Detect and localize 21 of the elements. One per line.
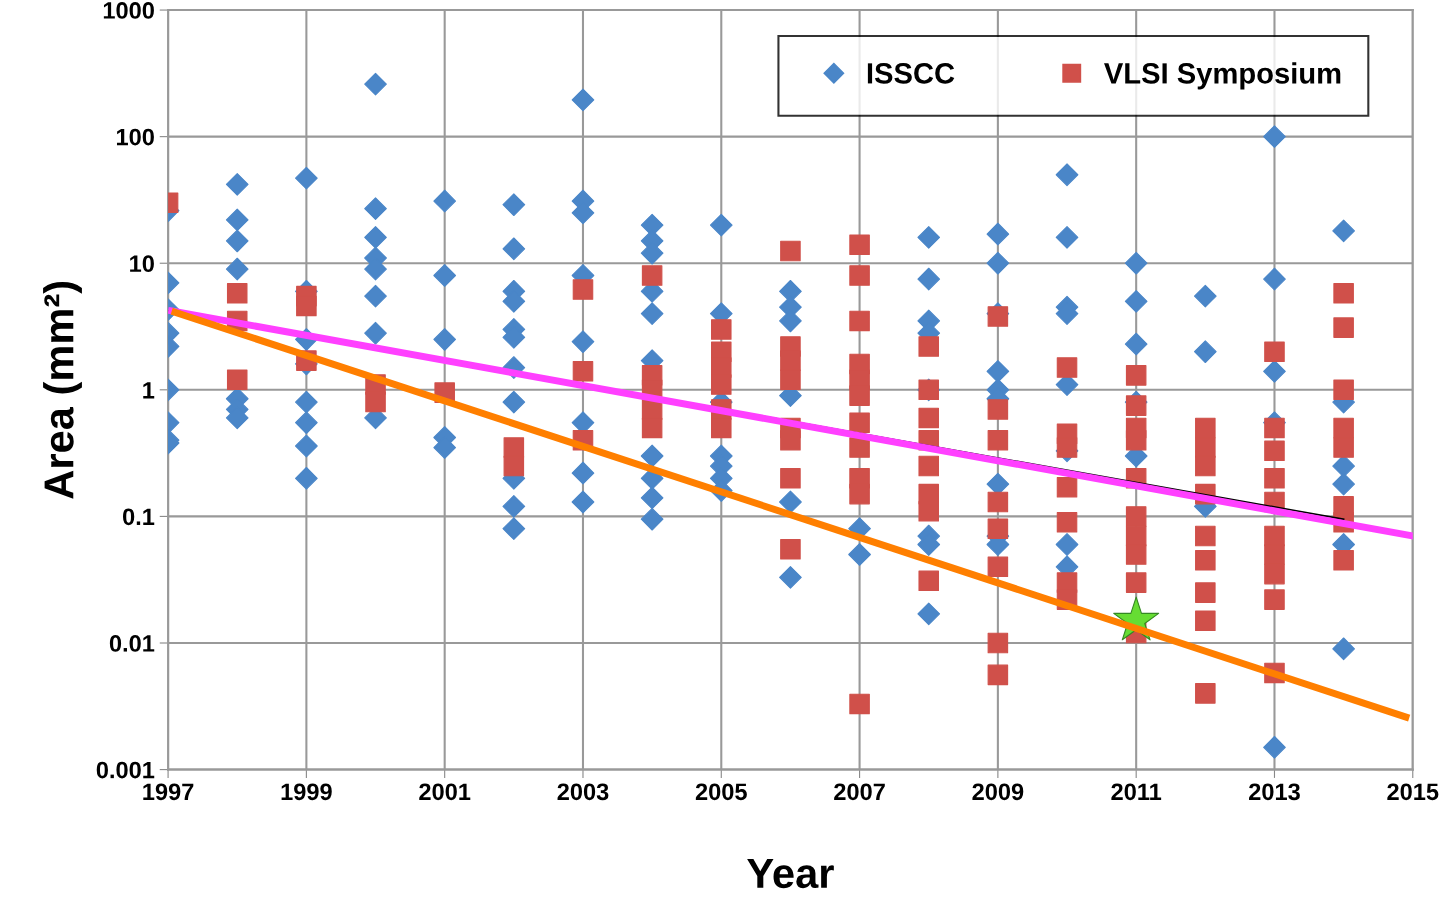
x-tick-label: 2015 (1387, 783, 1439, 801)
y-tick-label: 100 (116, 128, 154, 146)
x-tick-label: 1999 (281, 783, 332, 801)
legend-label: ISSCC (867, 63, 955, 84)
y-tick-label: 1 (143, 382, 155, 399)
x-tick-label: 2009 (972, 783, 1024, 801)
y-tick-label: 0.01 (109, 635, 155, 652)
x-tick-label: 2013 (1249, 783, 1300, 801)
x-tick-label: 2011 (1111, 783, 1162, 801)
legend-label: VLSI Symposium (1104, 62, 1341, 90)
x-axis-title: Year (747, 859, 834, 889)
y-tick-label: 1000 (103, 2, 154, 19)
y-tick-label: 0.1 (123, 508, 155, 526)
x-tick-label: 2003 (557, 783, 609, 801)
x-tick-label: 2007 (834, 783, 885, 801)
x-tick-label: 1997 (143, 783, 194, 801)
y-tick-label: 0.001 (96, 761, 155, 779)
x-tick-label: 2005 (695, 783, 747, 801)
x-tick-label: 2001 (419, 783, 471, 801)
y-axis-title: Area (mm²) (43, 281, 82, 499)
y-tick-label: 10 (130, 255, 154, 273)
